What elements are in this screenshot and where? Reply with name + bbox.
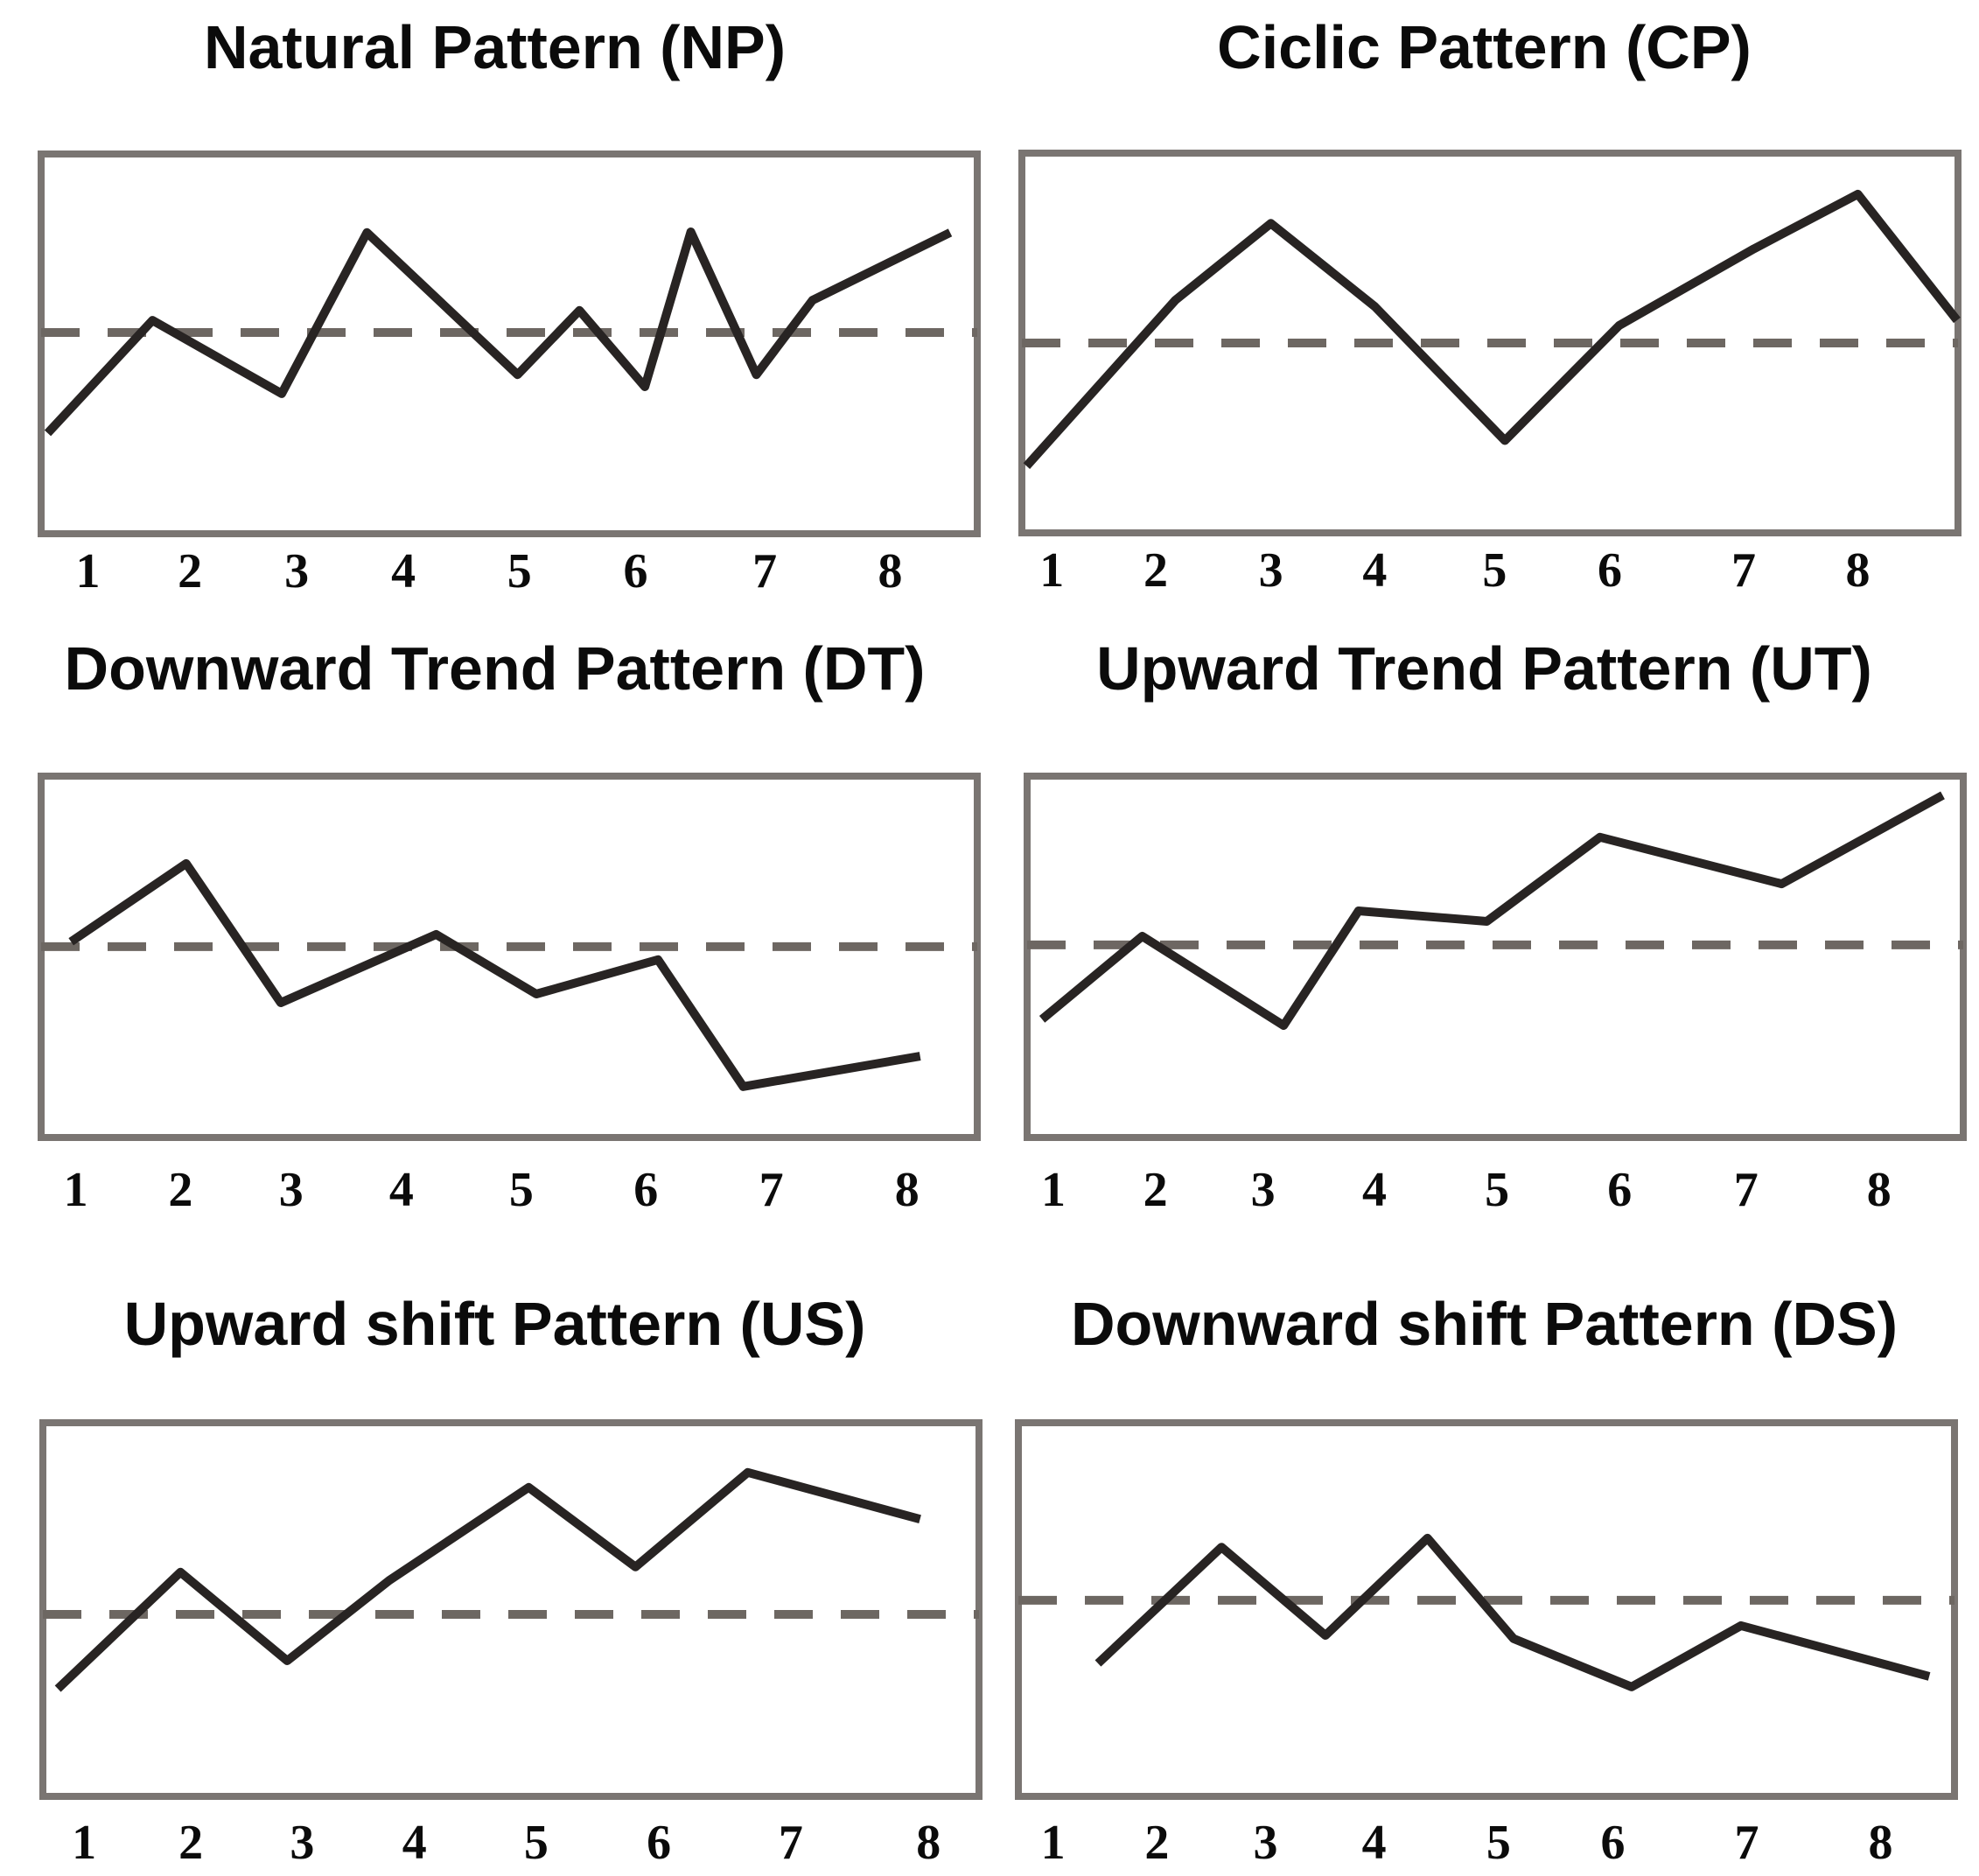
chart-title-np: Natural Pattern (NP) bbox=[203, 13, 787, 81]
x-tick-label: 2 bbox=[168, 1163, 192, 1217]
chart-cell-natural-pattern: Natural Pattern (NP) 1 2 3 4 5 6 7 8 bbox=[0, 0, 990, 612]
x-tick-label: 6 bbox=[1601, 1816, 1626, 1870]
x-tick-label: 3 bbox=[279, 1163, 304, 1217]
x-tick-label: 2 bbox=[1143, 543, 1168, 598]
x-tick-label: 5 bbox=[507, 544, 532, 598]
plot-border bbox=[1024, 773, 1967, 1141]
data-line bbox=[1023, 189, 1961, 469]
chart-cell-downward-shift: Downward shift Pattern (DS) 1 2 3 4 5 6 7 8 bbox=[990, 1260, 1979, 1876]
data-line bbox=[1094, 1533, 1931, 1691]
x-tick-label: 7 bbox=[779, 1816, 803, 1870]
plot-border bbox=[39, 1419, 983, 1800]
chart-canvas-ds: 1 2 3 4 5 6 7 8 bbox=[1015, 1419, 1958, 1870]
chart-canvas-dt: 1 2 3 4 5 6 7 8 bbox=[38, 773, 981, 1217]
x-tick-label: 8 bbox=[1869, 1816, 1893, 1870]
plot-border bbox=[38, 150, 981, 537]
x-tick-label: 8 bbox=[895, 1163, 920, 1217]
x-tick-label: 3 bbox=[1259, 543, 1283, 598]
x-tick-label: 8 bbox=[1846, 543, 1871, 598]
x-tick-label: 7 bbox=[752, 544, 777, 598]
x-tick-label: 4 bbox=[402, 1816, 427, 1870]
chart-canvas-cp: 1 2 3 4 5 6 7 8 bbox=[1018, 150, 1962, 598]
x-tick-label: 8 bbox=[878, 544, 903, 598]
data-line bbox=[44, 228, 953, 437]
x-tick-label: 6 bbox=[647, 1816, 671, 1870]
plot-border bbox=[38, 773, 981, 1141]
x-tick-label: 1 bbox=[64, 1163, 88, 1217]
chart-canvas-ut: 1 2 3 4 5 6 7 8 bbox=[1024, 773, 1967, 1217]
chart-title-dt: Downward Trend Pattern (DT) bbox=[64, 634, 926, 703]
chart-cell-upward-shift: Upward shift Pattern (US) 1 2 3 4 5 6 7 8 bbox=[0, 1260, 990, 1876]
x-tick-label: 7 bbox=[759, 1163, 784, 1217]
x-tick-label: 7 bbox=[1731, 543, 1756, 598]
x-tick-label: 6 bbox=[1607, 1163, 1632, 1217]
x-tick-label: 7 bbox=[1734, 1163, 1759, 1217]
x-tick-label: 1 bbox=[1039, 543, 1064, 598]
x-tick-label: 5 bbox=[1486, 1816, 1511, 1870]
x-tick-label: 2 bbox=[1144, 1816, 1169, 1870]
data-line bbox=[54, 1467, 921, 1692]
x-tick-label: 5 bbox=[1482, 543, 1507, 598]
x-tick-label: 4 bbox=[1362, 1163, 1387, 1217]
x-tick-label: 2 bbox=[1143, 1163, 1168, 1217]
x-tick-label: 4 bbox=[391, 544, 416, 598]
x-tick-label: 1 bbox=[76, 544, 101, 598]
x-tick-label: 6 bbox=[624, 544, 648, 598]
x-tick-label: 2 bbox=[178, 544, 202, 598]
chart-canvas-us: 1 2 3 4 5 6 7 8 bbox=[39, 1419, 983, 1870]
chart-title-ds: Downward shift Pattern (DS) bbox=[1070, 1290, 1899, 1358]
data-line bbox=[68, 858, 921, 1091]
chart-title-cp: Ciclic Pattern (CP) bbox=[1217, 13, 1752, 81]
x-tick-label: 3 bbox=[1251, 1163, 1276, 1217]
x-tick-label: 6 bbox=[1598, 543, 1622, 598]
x-tick-label: 3 bbox=[290, 1816, 314, 1870]
chart-cell-downward-trend: Downward Trend Pattern (DT) 1 2 3 4 5 6 7 8 bbox=[0, 612, 990, 1260]
chart-title-ut: Upward Trend Pattern (UT) bbox=[1096, 634, 1872, 703]
x-tick-label: 4 bbox=[389, 1163, 414, 1217]
plot-border bbox=[1015, 1419, 1958, 1800]
x-tick-label: 5 bbox=[524, 1816, 549, 1870]
x-tick-label: 7 bbox=[1735, 1816, 1759, 1870]
x-tick-label: 4 bbox=[1362, 1816, 1387, 1870]
chart-title-us: Upward shift Pattern (US) bbox=[123, 1290, 866, 1358]
chart-canvas-np: 1 2 3 4 5 6 7 8 bbox=[38, 150, 981, 598]
x-tick-label: 4 bbox=[1362, 543, 1387, 598]
chart-cell-ciclic-pattern: Ciclic Pattern (CP) 1 2 3 4 5 6 7 8 bbox=[990, 0, 1979, 612]
x-tick-label: 3 bbox=[1254, 1816, 1278, 1870]
x-tick-label: 6 bbox=[633, 1163, 658, 1217]
x-tick-label: 1 bbox=[1041, 1816, 1066, 1870]
x-tick-label: 5 bbox=[1485, 1163, 1509, 1217]
x-tick-label: 8 bbox=[916, 1816, 941, 1870]
x-tick-label: 8 bbox=[1867, 1163, 1892, 1217]
chart-cell-upward-trend: Upward Trend Pattern (UT) 1 2 3 4 5 6 7 8 bbox=[990, 612, 1979, 1260]
data-line bbox=[1038, 791, 1945, 1030]
x-tick-label: 2 bbox=[178, 1816, 203, 1870]
x-tick-label: 1 bbox=[1041, 1163, 1066, 1217]
x-tick-label: 3 bbox=[284, 544, 309, 598]
x-tick-label: 5 bbox=[509, 1163, 534, 1217]
x-tick-label: 1 bbox=[72, 1816, 96, 1870]
